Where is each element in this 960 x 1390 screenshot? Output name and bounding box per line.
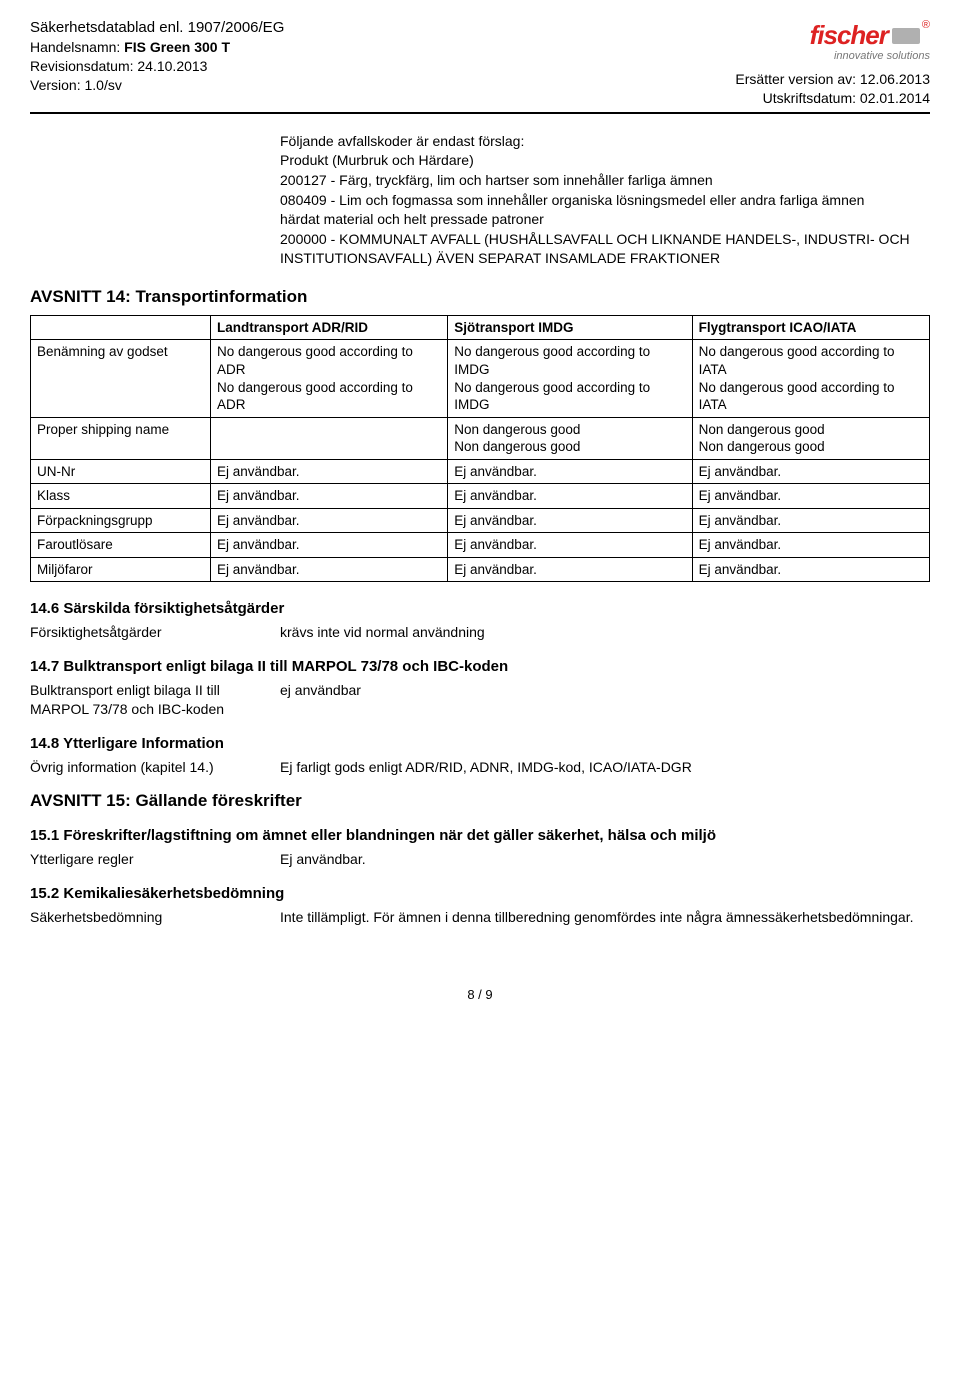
table-row: MiljöfarorEj användbar.Ej användbar.Ej a…	[31, 557, 930, 582]
table-cell: No dangerous good according to IATA No d…	[692, 340, 929, 417]
print-date-line: Utskriftsdatum: 02.01.2014	[735, 89, 930, 108]
table-cell: No dangerous good according to ADR No da…	[211, 340, 448, 417]
waste-codes-block: Följande avfallskoder är endast förslag:…	[280, 132, 930, 269]
table-cell: Ej användbar.	[692, 533, 929, 558]
col-empty	[31, 315, 211, 340]
other-info-row: Övrig information (kapitel 14.) Ej farli…	[30, 758, 930, 777]
table-cell: No dangerous good according to IMDG No d…	[448, 340, 692, 417]
page-header: Säkerhetsdatablad enl. 1907/2006/EG Hand…	[30, 18, 930, 114]
table-row: Benämning av godsetNo dangerous good acc…	[31, 340, 930, 417]
table-cell: Ej användbar.	[448, 508, 692, 533]
other-info-label: Övrig information (kapitel 14.)	[30, 758, 280, 777]
header-right: fischer® innovative solutions Ersätter v…	[735, 18, 930, 108]
doc-title: Säkerhetsdatablad enl. 1907/2006/EG	[30, 18, 284, 38]
col-icao: Flygtransport ICAO/IATA	[692, 315, 929, 340]
table-cell: Förpackningsgrupp	[31, 508, 211, 533]
section-15-title: AVSNITT 15: Gällande föreskrifter	[30, 791, 930, 811]
replaces-line: Ersätter version av: 12.06.2013	[735, 70, 930, 89]
logo-plate-icon	[892, 28, 920, 44]
table-cell: Ej användbar.	[448, 533, 692, 558]
section-14-7-title: 14.7 Bulktransport enligt bilaga II till…	[30, 658, 930, 675]
table-header-row: Landtransport ADR/RID Sjötransport IMDG …	[31, 315, 930, 340]
additional-rules-value: Ej användbar.	[280, 850, 930, 869]
precautions-row: Försiktighetsåtgärder krävs inte vid nor…	[30, 623, 930, 642]
revision-line: Revisionsdatum: 24.10.2013	[30, 57, 284, 76]
section-14-title: AVSNITT 14: Transportinformation	[30, 287, 930, 307]
table-cell: Non dangerous good Non dangerous good	[448, 417, 692, 459]
bulk-transport-value: ej användbar	[280, 681, 930, 719]
safety-assessment-row: Säkerhetsbedömning Inte tillämpligt. För…	[30, 908, 930, 927]
header-left: Säkerhetsdatablad enl. 1907/2006/EG Hand…	[30, 18, 284, 108]
trade-name-line: Handelsnamn: FIS Green 300 T	[30, 38, 284, 57]
table-cell: Faroutlösare	[31, 533, 211, 558]
section-15-2-title: 15.2 Kemikaliesäkerhetsbedömning	[30, 885, 930, 902]
table-cell: Benämning av godset	[31, 340, 211, 417]
table-cell: Ej användbar.	[448, 557, 692, 582]
table-row: KlassEj användbar.Ej användbar.Ej använd…	[31, 484, 930, 509]
registered-icon: ®	[922, 19, 930, 31]
table-cell: Ej användbar.	[211, 508, 448, 533]
table-row: FaroutlösareEj användbar.Ej användbar.Ej…	[31, 533, 930, 558]
table-cell: Ej användbar.	[448, 484, 692, 509]
safety-assessment-value: Inte tillämpligt. För ämnen i denna till…	[280, 908, 930, 927]
section-14-6-title: 14.6 Särskilda försiktighetsåtgärder	[30, 600, 930, 617]
col-imdg: Sjötransport IMDG	[448, 315, 692, 340]
safety-assessment-label: Säkerhetsbedömning	[30, 908, 280, 927]
table-cell	[211, 417, 448, 459]
logo-block: fischer® innovative solutions	[735, 18, 930, 64]
section-14-8-title: 14.8 Ytterligare Information	[30, 735, 930, 752]
table-cell: Non dangerous good Non dangerous good	[692, 417, 929, 459]
section-15-1-title: 15.1 Föreskrifter/lagstiftning om ämnet …	[30, 827, 930, 844]
table-cell: Proper shipping name	[31, 417, 211, 459]
table-cell: Miljöfaror	[31, 557, 211, 582]
table-cell: Ej användbar.	[448, 459, 692, 484]
page-number: 8 / 9	[30, 987, 930, 1002]
precautions-label: Försiktighetsåtgärder	[30, 623, 280, 642]
additional-rules-label: Ytterligare regler	[30, 850, 280, 869]
brand-logo: fischer	[810, 18, 888, 53]
table-cell: Ej användbar.	[211, 557, 448, 582]
col-adr: Landtransport ADR/RID	[211, 315, 448, 340]
table-cell: Ej användbar.	[211, 484, 448, 509]
version-line: Version: 1.0/sv	[30, 76, 284, 95]
bulk-transport-row: Bulktransport enligt bilaga II till MARP…	[30, 681, 930, 719]
table-row: UN-NrEj användbar.Ej användbar.Ej använd…	[31, 459, 930, 484]
table-cell: UN-Nr	[31, 459, 211, 484]
table-cell: Klass	[31, 484, 211, 509]
other-info-value: Ej farligt gods enligt ADR/RID, ADNR, IM…	[280, 758, 930, 777]
bulk-transport-label: Bulktransport enligt bilaga II till MARP…	[30, 681, 280, 719]
transport-table: Landtransport ADR/RID Sjötransport IMDG …	[30, 315, 930, 583]
additional-rules-row: Ytterligare regler Ej användbar.	[30, 850, 930, 869]
table-row: Proper shipping name Non dangerous good N…	[31, 417, 930, 459]
precautions-value: krävs inte vid normal användning	[280, 623, 930, 642]
table-cell: Ej användbar.	[692, 484, 929, 509]
table-cell: Ej användbar.	[692, 459, 929, 484]
table-cell: Ej användbar.	[692, 508, 929, 533]
table-row: FörpackningsgruppEj användbar.Ej användb…	[31, 508, 930, 533]
table-cell: Ej användbar.	[211, 459, 448, 484]
table-cell: Ej användbar.	[211, 533, 448, 558]
table-cell: Ej användbar.	[692, 557, 929, 582]
